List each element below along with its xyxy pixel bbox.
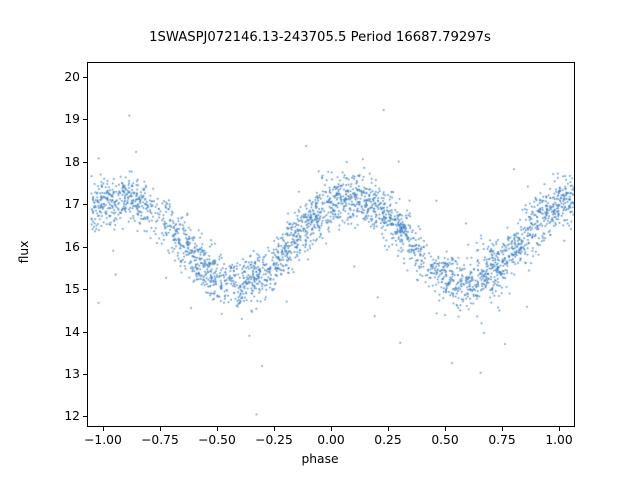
x-tick-mark	[273, 427, 275, 431]
y-tick-label: 12	[64, 409, 80, 424]
x-axis-label: phase	[301, 452, 339, 466]
x-tick-label: 0.25	[374, 433, 402, 447]
x-tick-label: −0.25	[255, 433, 293, 447]
x-tick-label: 1.00	[545, 433, 573, 447]
y-tick-label: 18	[64, 154, 80, 169]
y-tick-label: 17	[64, 197, 80, 212]
y-tick-label: 16	[64, 239, 80, 254]
x-tick-mark	[331, 427, 332, 431]
y-tick-mark	[83, 246, 87, 248]
x-tick-label: 0.75	[488, 433, 516, 447]
y-tick-label: 19	[64, 112, 80, 127]
y-tick-mark	[83, 76, 87, 78]
x-tick-label: −1.00	[84, 433, 122, 447]
x-tick-mark	[502, 427, 504, 431]
y-tick-label: 14	[64, 324, 80, 339]
plot-axes-area	[87, 62, 575, 427]
y-tick-mark	[83, 373, 87, 375]
y-tick-label: 13	[64, 366, 80, 381]
x-tick-label: 0.00	[317, 433, 345, 447]
x-tick-label: −0.50	[198, 433, 236, 447]
y-tick-mark	[83, 331, 87, 333]
x-tick-mark	[159, 427, 161, 431]
y-tick-mark	[83, 119, 87, 121]
y-tick-mark	[83, 204, 87, 206]
x-tick-mark	[216, 427, 218, 431]
x-tick-label: 0.50	[431, 433, 459, 447]
y-tick-mark	[83, 416, 87, 418]
y-tick-mark	[83, 289, 87, 291]
y-tick-label: 15	[64, 282, 80, 297]
scatter-plot-points	[88, 63, 574, 426]
x-tick-mark	[559, 427, 561, 431]
x-tick-mark	[445, 427, 447, 431]
y-tick-label: 20	[64, 69, 80, 84]
page-title: 1SWASPJ072146.13-243705.5 Period 16687.7…	[149, 30, 491, 45]
x-tick-mark	[102, 427, 104, 431]
x-tick-mark	[388, 427, 389, 431]
y-tick-mark	[83, 161, 87, 163]
x-tick-label: −0.75	[141, 433, 179, 447]
